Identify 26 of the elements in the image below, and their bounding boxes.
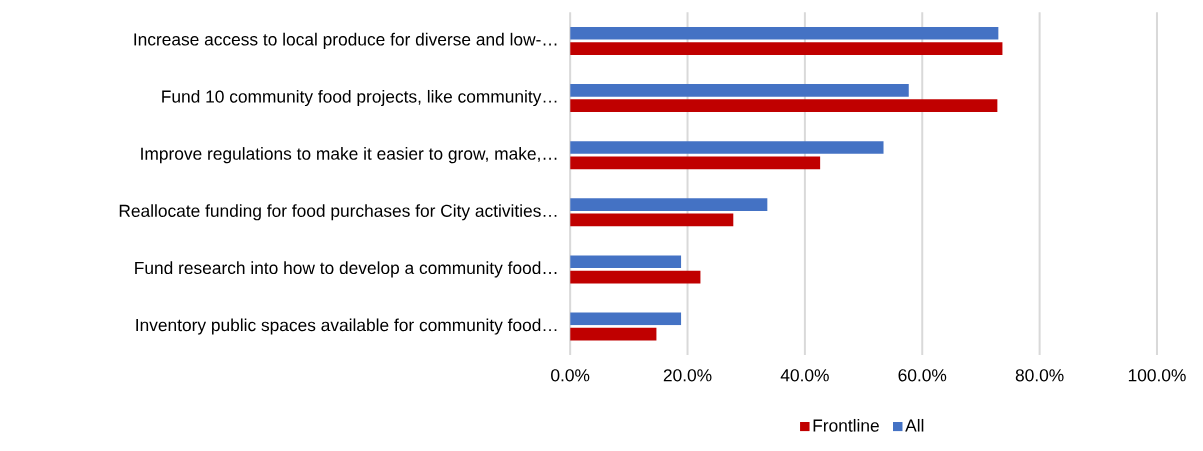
- bar: [570, 141, 884, 154]
- y-tick-label: Increase access to local produce for diverse and low-…: [134, 32, 557, 50]
- y-tick-label: Fund 10 community food projects, like community…: [162, 90, 557, 107]
- x-tick-label: 0.0%: [551, 369, 590, 382]
- bar: [570, 42, 1003, 56]
- x-tick-label: 100.0%: [1128, 369, 1186, 382]
- x-tick-label: 60.0%: [898, 369, 947, 382]
- x-tick-label: 80.0%: [1015, 369, 1064, 382]
- x-tick-label: 40.0%: [780, 369, 829, 382]
- bar: [570, 312, 682, 326]
- legend-label: Frontline: [813, 419, 879, 432]
- bar: [570, 213, 734, 227]
- y-tick-label: Inventory public spaces available for community food…: [136, 318, 557, 335]
- bar: [570, 270, 701, 284]
- legend-label: All: [905, 419, 924, 432]
- bar: [570, 27, 999, 40]
- bar: [570, 198, 768, 212]
- bar: [570, 99, 998, 113]
- bar: [570, 255, 682, 269]
- y-tick-label: Reallocate funding for food purchases for City activities…: [119, 204, 557, 221]
- bar: [570, 327, 657, 341]
- y-tick-label: Improve regulations to make it easier to grow, make,…: [141, 147, 557, 164]
- y-tick-label: Fund research into how to develop a community food…: [135, 261, 557, 278]
- bar: [570, 84, 909, 97]
- bar: [570, 156, 821, 170]
- x-tick-label: 20.0%: [663, 369, 712, 382]
